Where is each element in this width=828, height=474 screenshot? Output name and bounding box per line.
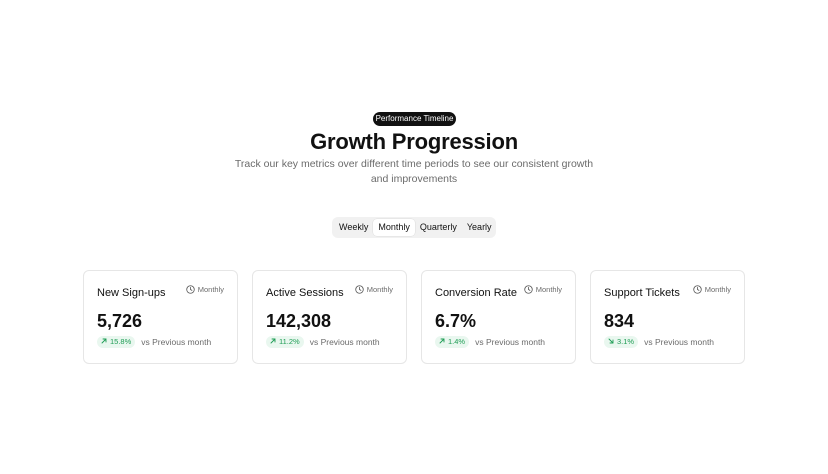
change-badge: 1.4% (435, 336, 470, 348)
metric-value: 142,308 (266, 311, 332, 331)
metric-value: 834 (604, 311, 635, 331)
metric-value: 5,726 (97, 311, 143, 331)
arrow-down-right-icon (608, 336, 614, 348)
change-value: 1.4% (448, 337, 466, 346)
period-tag: Monthly (524, 285, 562, 294)
change-value: 15.8% (110, 337, 132, 346)
arrow-up-right-icon (270, 336, 276, 348)
metric-title: Active Sessions (266, 287, 344, 299)
clock-icon (186, 285, 195, 294)
clock-icon (693, 285, 702, 294)
compare-label: vs Previous month (309, 337, 380, 347)
change-badge: 15.8% (97, 336, 136, 348)
compare-label: vs Previous month (644, 337, 715, 347)
period-label: Monthly (704, 285, 731, 294)
arrow-up-right-icon (439, 336, 445, 348)
change-row: 11.2% vs Previous month (266, 336, 380, 348)
change-row: 15.8% vs Previous month (97, 336, 211, 348)
period-label: Monthly (197, 285, 224, 294)
metric-card-active-sessions: Active Sessions Monthly 142,308 11.2% vs… (252, 270, 407, 364)
tab-yearly[interactable]: Yearly (466, 222, 492, 232)
arrow-up-right-icon (101, 336, 107, 348)
clock-icon (355, 285, 364, 294)
period-tag: Monthly (186, 285, 224, 294)
change-badge: 3.1% (604, 336, 639, 348)
metric-title: Support Tickets (604, 287, 680, 299)
clock-icon (524, 285, 533, 294)
change-value: 11.2% (279, 337, 300, 346)
metric-card-new-sign-ups: New Sign-ups Monthly 5,726 15.8% vs Prev… (83, 270, 238, 364)
metric-card-support-tickets: Support Tickets Monthly 834 3.1% vs Prev… (590, 270, 745, 364)
metric-value: 6.7% (435, 311, 477, 331)
metric-title: New Sign-ups (97, 287, 166, 299)
period-label: Monthly (535, 285, 562, 294)
tab-weekly[interactable]: Weekly (339, 222, 369, 232)
period-tag: Monthly (693, 285, 731, 294)
page-subtitle: Track our key metrics over different tim… (234, 158, 594, 185)
change-row: 3.1% vs Previous month (604, 336, 714, 348)
period-tag: Monthly (355, 285, 393, 294)
period-label: Monthly (366, 285, 393, 294)
change-value: 3.1% (617, 337, 635, 346)
compare-label: vs Previous month (141, 337, 212, 347)
tab-quarterly[interactable]: Quarterly (419, 222, 457, 232)
change-row: 1.4% vs Previous month (435, 336, 545, 348)
compare-label: vs Previous month (475, 337, 546, 347)
section-badge: Performance Timeline (373, 112, 456, 126)
page-title: Growth Progression (310, 129, 518, 154)
metric-title: Conversion Rate (435, 287, 517, 299)
metric-card-conversion-rate: Conversion Rate Monthly 6.7% 1.4% vs Pre… (421, 270, 576, 364)
period-tabs: Weekly Monthly Quarterly Yearly (332, 217, 496, 238)
change-badge: 11.2% (266, 336, 304, 348)
tab-monthly[interactable]: Monthly (373, 219, 415, 236)
